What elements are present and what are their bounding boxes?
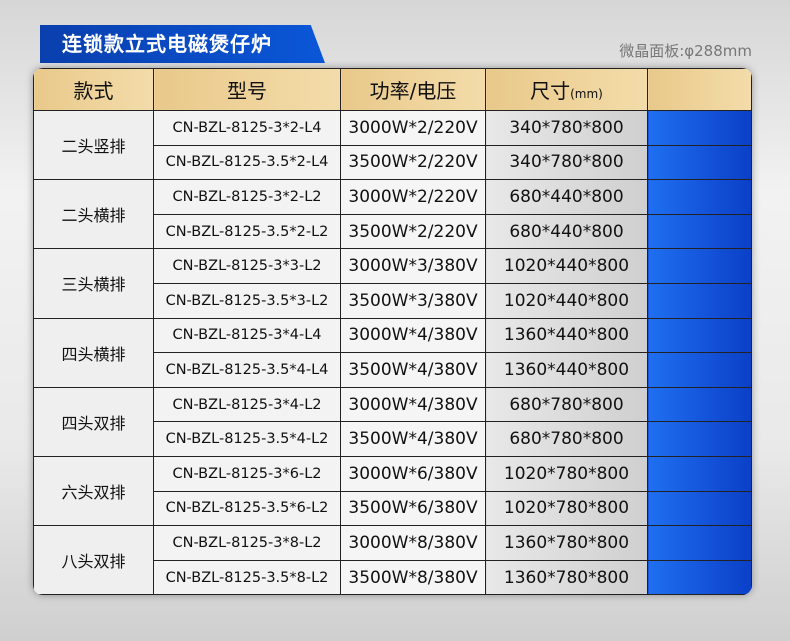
size-cell: 1020*780*800 [485,490,648,527]
power-cell: 3000W*4/380V [340,317,486,354]
model-cell: CN-BZL-8125-3*6-L2 [153,455,341,492]
blue-cell [647,352,752,388]
power-cell: 3000W*2/220V [340,110,486,146]
size-cell: 1020*780*800 [485,455,648,492]
panel-spec: 微晶面板:φ288mm [619,42,752,60]
table-row: 二头竖排 CN-BZL-8125-3*2-L4 3000W*2/220V 340*78… [33,109,752,181]
model-cell: CN-BZL-8125-3*4-L4 [153,317,341,354]
blue-cell [647,525,752,561]
power-cell: 3500W*6/380V [340,490,486,527]
model-cell: CN-BZL-8125-3*3-L2 [153,248,341,284]
header-blank [647,68,752,111]
power-cell: 3000W*4/380V [340,386,486,423]
blue-cell [647,213,752,250]
style-cell: 二头竖排 [33,109,154,181]
header-size: 尺寸(mm) [485,68,648,111]
style-cell: 三头横排 [33,248,154,319]
size-cell: 340*780*800 [485,144,648,181]
size-cell: 1360*780*800 [485,525,648,561]
size-cell: 340*780*800 [485,110,648,146]
size-cell: 680*440*800 [485,213,648,250]
table-row: 八头双排 CN-BZL-8125-3*8-L2 3000W*8/380V 1360*7… [33,525,752,595]
table-row: CN-BZL-8125-3.5*4-L2 3500W*4/380V 680*780*… [34,421,752,457]
blue-cell [647,455,752,492]
power-cell: 3000W*6/380V [340,455,486,492]
table-row: CN-BZL-8125-3.5*2-L2 3500W*2/220V 680*440*… [34,213,752,250]
style-cell: 四头双排 [33,386,154,457]
style-cell: 六头双排 [33,455,154,527]
table-row: CN-BZL-8125-3.5*4-L4 3500W*4/380V 1360*440… [34,352,752,388]
table-row: 六头双排 CN-BZL-8125-3*6-L2 3000W*6/380V 1020*7… [33,455,752,527]
header-model: 型号 [153,68,341,111]
power-cell: 3500W*4/380V [340,352,486,388]
power-cell: 3000W*2/220V [340,179,486,215]
power-cell: 3500W*8/380V [340,559,486,595]
model-cell: CN-BZL-8125-3.5*4-L2 [153,421,341,457]
model-cell: CN-BZL-8125-3*2-L4 [153,110,341,146]
size-cell: 680*780*800 [485,386,648,423]
blue-cell [647,248,752,284]
power-cell: 3000W*3/380V [340,248,486,284]
model-cell: CN-BZL-8125-3.5*2-L4 [153,144,341,181]
size-cell: 1020*440*800 [485,248,648,284]
blue-cell [647,110,752,146]
size-cell: 680*780*800 [485,421,648,457]
table-row: 四头横排 CN-BZL-8125-3*4-L4 3000W*4/380V 1360*4… [33,317,752,388]
table-row: CN-BZL-8125-3.5*2-L4 3500W*2/220V 340*780*… [34,144,752,181]
blue-cell [647,144,752,181]
style-cell: 二头横排 [33,179,154,250]
model-cell: CN-BZL-8125-3*8-L2 [153,525,341,561]
power-cell: 3500W*3/380V [340,282,486,319]
model-cell: CN-BZL-8125-3.5*2-L2 [153,213,341,250]
page-title: 连锁款立式电磁煲仔炉 [40,25,325,63]
size-cell: 1360*780*800 [485,559,648,595]
style-cell: 四头横排 [33,317,154,388]
table-row: 三头横排 CN-BZL-8125-3*3-L2 3000W*3/380V 1020*4… [33,248,752,319]
blue-cell [647,317,752,354]
table-row: CN-BZL-8125-3.5*6-L2 3500W*6/380V 1020*780… [34,490,752,527]
model-cell: CN-BZL-8125-3.5*4-L4 [153,352,341,388]
blue-cell [647,386,752,423]
table-row: CN-BZL-8125-3.5*3-L2 3500W*3/380V 1020*440… [34,282,752,319]
blue-cell [647,490,752,527]
blue-cell [647,559,752,595]
model-cell: CN-BZL-8125-3.5*6-L2 [153,490,341,527]
power-cell: 3000W*8/380V [340,525,486,561]
blue-cell [647,179,752,215]
header-power: 功率/电压 [340,68,486,111]
table-row: 四头双排 CN-BZL-8125-3*4-L2 3000W*4/380V 680*78… [33,386,752,457]
size-cell: 1360*440*800 [485,317,648,354]
model-cell: CN-BZL-8125-3.5*8-L2 [153,559,341,595]
power-cell: 3500W*2/220V [340,144,486,181]
size-cell: 680*440*800 [485,179,648,215]
spec-table: 款式 型号 功率/电压 尺寸(mm) 二头竖排 CN-BZL-8125-3*2-L… [33,68,752,595]
model-cell: CN-BZL-8125-3*4-L2 [153,386,341,423]
blue-cell [647,421,752,457]
model-cell: CN-BZL-8125-3.5*3-L2 [153,282,341,319]
style-cell: 八头双排 [33,525,154,595]
header-size-unit: (mm) [570,87,603,101]
header-style: 款式 [33,68,154,111]
power-cell: 3500W*2/220V [340,213,486,250]
table-row: 二头横排 CN-BZL-8125-3*2-L2 3000W*2/220V 680*44… [33,179,752,250]
size-cell: 1020*440*800 [485,282,648,319]
size-cell: 1360*440*800 [485,352,648,388]
table-row: CN-BZL-8125-3.5*8-L2 3500W*8/380V 1360*780… [34,559,752,595]
blue-cell [647,282,752,319]
model-cell: CN-BZL-8125-3*2-L2 [153,179,341,215]
header-size-label: 尺寸 [530,79,571,103]
power-cell: 3500W*4/380V [340,421,486,457]
